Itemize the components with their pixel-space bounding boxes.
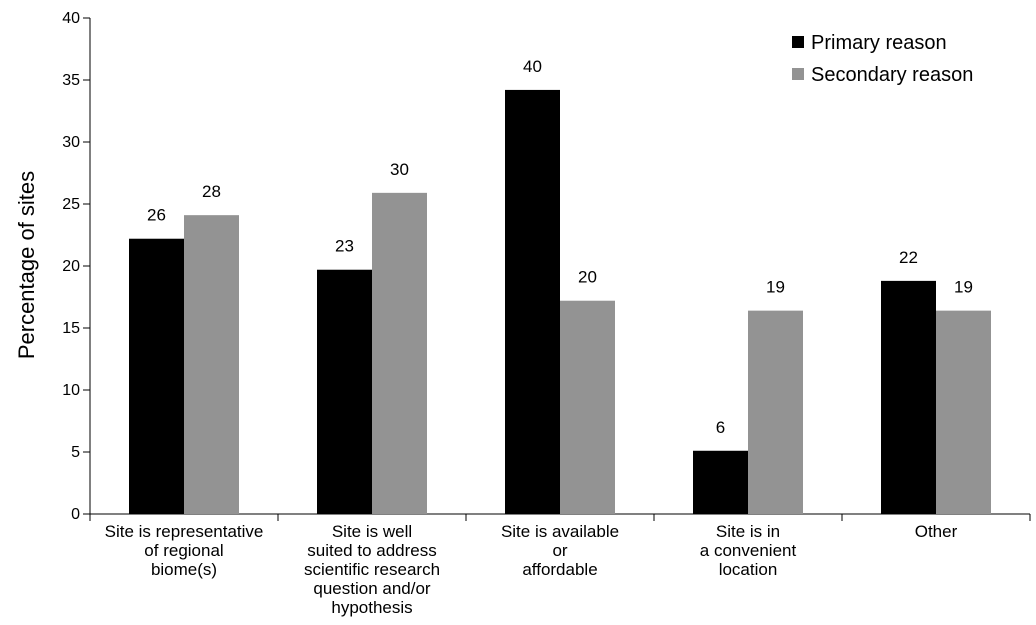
bar-primary: [129, 238, 184, 514]
bar-primary: [693, 450, 748, 514]
bar-primary: [505, 89, 560, 515]
data-label: 40: [523, 57, 542, 76]
y-tick-label: 0: [71, 506, 80, 523]
x-category-label: Site is well suited to address scientific …: [304, 522, 440, 617]
y-axis-title: Percentage of sites: [14, 171, 39, 359]
legend-swatch-primary: [792, 36, 804, 48]
bars: [129, 89, 991, 515]
x-category-label: Site is in a convenient location: [700, 522, 797, 579]
data-label: 19: [954, 278, 973, 297]
x-axis: Site is representative of regional biome(s…: [89, 513, 1031, 617]
legend-swatch-secondary: [792, 68, 804, 80]
data-label: 28: [202, 182, 221, 201]
data-labels: 26 28 23 30 40 20 6 19 22 19: [147, 57, 973, 437]
y-tick-label: 5: [71, 444, 80, 461]
data-label: 26: [147, 206, 166, 225]
y-tick-label: 30: [62, 134, 80, 151]
data-label: 22: [899, 248, 918, 267]
y-tick-label: 35: [62, 72, 80, 89]
legend-label: Primary reason: [811, 32, 947, 54]
bar-primary: [881, 280, 936, 514]
y-tick-label: 40: [62, 10, 80, 27]
bar-secondary: [560, 300, 615, 514]
data-label: 19: [766, 278, 785, 297]
bar-secondary: [936, 310, 991, 514]
x-category-label: Site is available or affordable: [501, 522, 619, 579]
data-label: 20: [578, 268, 597, 287]
y-axis: 0 5 10 15 20 25 30 35 40: [62, 10, 91, 523]
y-tick-label: 25: [62, 196, 80, 213]
legend: Primary reason Secondary reason: [792, 32, 973, 86]
y-tick-label: 10: [62, 382, 80, 399]
data-label: 6: [716, 418, 725, 437]
bar-secondary: [184, 215, 239, 514]
x-category-label: Site is representative of regional biome(s…: [105, 522, 264, 579]
y-tick-label: 15: [62, 320, 80, 337]
x-category-label: Other: [915, 522, 958, 541]
bar-secondary: [372, 192, 427, 514]
bar-primary: [317, 269, 372, 514]
bar-secondary: [748, 310, 803, 514]
data-label: 23: [335, 237, 354, 256]
y-tick-label: 20: [62, 258, 80, 275]
data-label: 30: [390, 160, 409, 179]
legend-label: Secondary reason: [811, 64, 973, 86]
